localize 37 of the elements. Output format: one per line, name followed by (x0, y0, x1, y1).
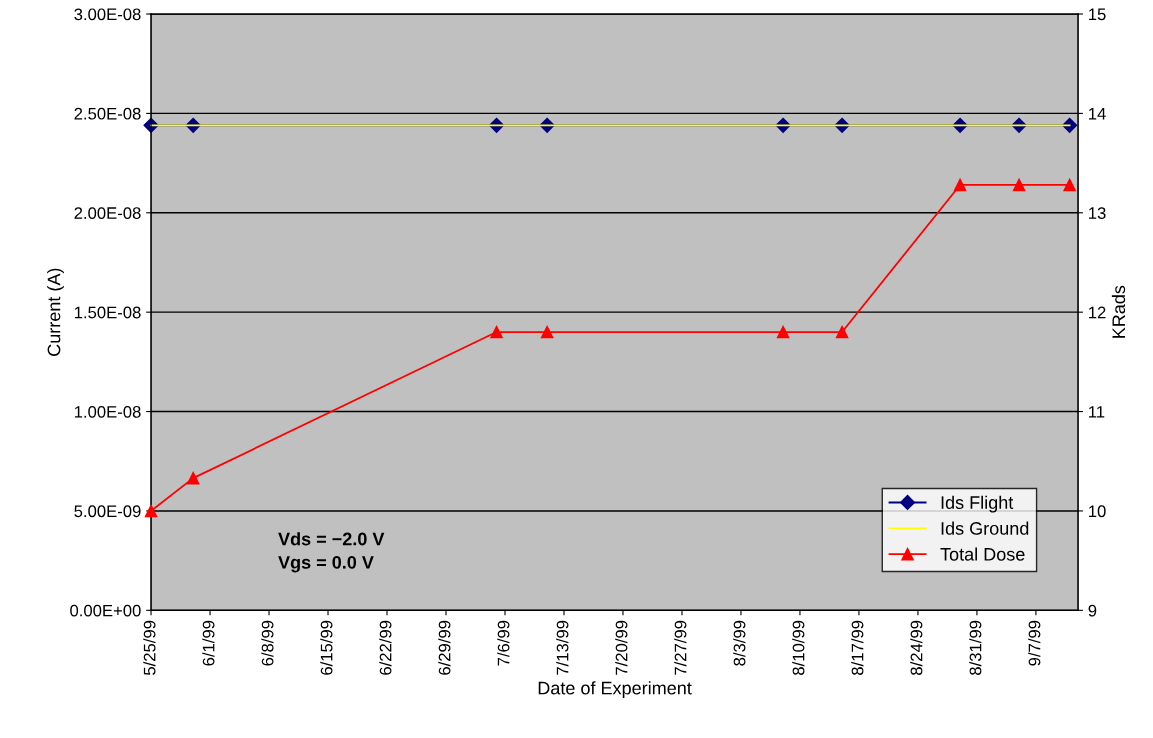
y-tick-label: 1.50E-08 (74, 306, 141, 319)
y-tick-label: 2.00E-08 (74, 207, 141, 219)
legend-label: Total Dose (940, 547, 1025, 561)
y2-tick-label: 11 (1089, 406, 1105, 418)
legend-label: Ids Flight (941, 495, 1014, 513)
y-axis-title: Current (A) (47, 268, 64, 356)
x-tick-label: 6/1/99 (202, 620, 215, 666)
y2-tick-label: 12 (1089, 306, 1106, 319)
x-axis-title: Date of Experiment (538, 681, 692, 699)
x-tick-label: 6/8/99 (261, 620, 274, 666)
x-tick-label: 6/29/99 (438, 620, 451, 675)
y-tick-label: 2.50E-08 (74, 107, 141, 120)
y2-axis-title: KRads (1111, 285, 1126, 338)
y2-tick-label: 9 (1088, 604, 1097, 617)
x-tick-label: 6/15/99 (320, 620, 333, 675)
x-tick-label: 9/7/99 (1028, 620, 1041, 666)
x-tick-label: 8/17/99 (851, 620, 864, 675)
y-tick-label: 3.00E-08 (74, 8, 141, 21)
x-tick-label: 8/24/99 (910, 620, 923, 675)
y2-tick-label: 13 (1089, 207, 1106, 219)
x-tick-label: 7/20/99 (615, 620, 628, 675)
x-tick-label: 7/27/99 (674, 620, 687, 675)
x-tick-label: 7/6/99 (497, 620, 510, 666)
x-tick-label: 5/25/99 (143, 620, 156, 675)
x-tick-label: 8/31/99 (969, 620, 982, 675)
y2-tick-label: 14 (1089, 107, 1106, 120)
y2-tick-label: 10 (1089, 505, 1106, 518)
x-tick-label: 7/13/99 (556, 620, 569, 675)
x-tick-label: 8/3/99 (733, 620, 746, 666)
x-tick-label: 6/22/99 (379, 620, 392, 675)
y-tick-label: 5.00E-09 (74, 505, 141, 518)
y2-tick-label: 15 (1089, 8, 1106, 21)
y-tick-label: 0.00E+00 (70, 604, 141, 617)
annotation: Vds = −2.0 V Vgs = 0.0 V (278, 532, 385, 573)
x-tick-label: 8/10/99 (792, 620, 805, 675)
y-tick-label: 1.00E-08 (74, 405, 141, 418)
legend-label: Ids Ground (941, 521, 1029, 535)
